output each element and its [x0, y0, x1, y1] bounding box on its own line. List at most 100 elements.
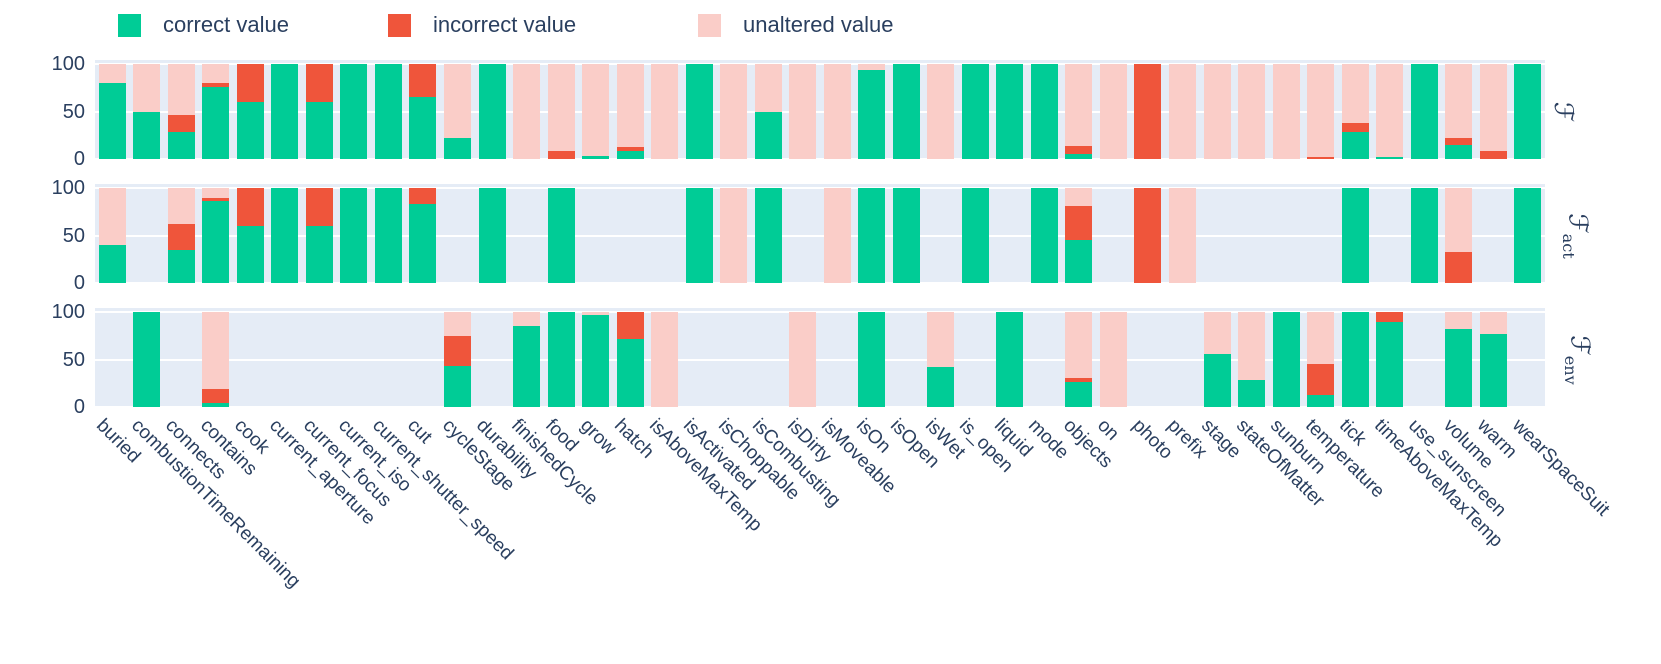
- bar-isDirty: [789, 312, 817, 407]
- bar-buried: [98, 64, 126, 159]
- bar-segment-unaltered: [651, 312, 679, 407]
- bar-segment-correct: [202, 403, 230, 407]
- bar-tick: [1341, 64, 1369, 159]
- bar-segment-correct: [167, 132, 195, 159]
- y-tick-label: 0: [73, 148, 85, 170]
- bar-sunburn: [1272, 312, 1300, 407]
- bar-current_shutter_speed: [374, 64, 402, 159]
- bar-segment-unaltered: [133, 64, 161, 112]
- bar-contains: [202, 188, 230, 283]
- gridline-0: [95, 406, 1545, 408]
- bar-segment-correct: [616, 151, 644, 159]
- bar-segment-correct: [133, 312, 161, 407]
- bar-segment-unaltered: [1238, 312, 1266, 381]
- bar-isWet: [927, 312, 955, 407]
- legend-swatch-incorrect: [388, 13, 411, 37]
- gridline-0: [95, 158, 1545, 160]
- bar-isWet: [927, 64, 955, 159]
- bar-segment-incorrect: [1307, 364, 1335, 395]
- bar-segment-incorrect: [616, 312, 644, 339]
- bar-segment-incorrect: [202, 197, 230, 202]
- bar-segment-correct: [1410, 188, 1438, 283]
- bar-contains: [202, 64, 230, 159]
- panel-F_env: [95, 308, 1545, 408]
- bar-mode: [1030, 64, 1058, 159]
- bar-segment-correct: [98, 83, 126, 159]
- bar-isChoppable: [720, 188, 748, 283]
- bar-segment-unaltered: [582, 64, 610, 157]
- bar-segment-unaltered: [1307, 312, 1335, 365]
- bar-segment-unaltered: [1065, 312, 1093, 378]
- bar-segment-incorrect: [409, 64, 437, 98]
- bar-food: [547, 188, 575, 283]
- legend-label-incorrect: incorrect value: [433, 12, 577, 37]
- bar-tick: [1341, 188, 1369, 283]
- bar-is_open: [961, 64, 989, 159]
- bar-hatch: [616, 64, 644, 159]
- bar-isOn: [858, 188, 886, 283]
- bar-segment-incorrect: [1376, 312, 1404, 323]
- bar-segment-incorrect: [1065, 206, 1093, 241]
- bar-segment-unaltered: [1307, 64, 1335, 158]
- bar-segment-unaltered: [1445, 64, 1473, 139]
- bar-segment-correct: [547, 312, 575, 407]
- bar-segment-correct: [961, 64, 989, 159]
- bar-combustionTimeRemaining: [133, 64, 161, 159]
- bar-use_sunscreen: [1410, 64, 1438, 159]
- bar-segment-unaltered: [513, 64, 541, 159]
- bar-wearSpaceSuit: [1514, 64, 1542, 159]
- bar-on: [1099, 64, 1127, 159]
- legend-item-unaltered[interactable]: unaltered value: [698, 12, 893, 38]
- bar-current_iso: [340, 188, 368, 283]
- bar-warm: [1479, 312, 1507, 407]
- bar-segment-correct: [1238, 380, 1266, 407]
- bar-segment-correct: [1065, 240, 1093, 283]
- bar-segment-unaltered: [1479, 312, 1507, 334]
- bar-current_shutter_speed: [374, 188, 402, 283]
- legend-item-incorrect[interactable]: incorrect value: [388, 12, 576, 38]
- bar-segment-unaltered: [1238, 64, 1266, 159]
- bar-segment-unaltered: [1203, 64, 1231, 159]
- bar-segment-unaltered: [1479, 64, 1507, 152]
- bar-current_focus: [305, 64, 333, 159]
- bar-wearSpaceSuit: [1514, 188, 1542, 283]
- bar-durability: [478, 64, 506, 159]
- bar-segment-correct: [340, 64, 368, 159]
- bar-segment-incorrect: [1445, 138, 1473, 145]
- x-axis-label: hatch: [610, 415, 658, 463]
- bar-segment-correct: [1203, 353, 1231, 407]
- bar-segment-unaltered: [1445, 312, 1473, 330]
- bar-segment-unaltered: [1445, 188, 1473, 252]
- gridline-0: [95, 282, 1545, 284]
- gridline-100: [95, 187, 1545, 189]
- bar-segment-incorrect: [616, 146, 644, 152]
- bar-segment-correct: [1341, 312, 1369, 407]
- bar-segment-correct: [167, 249, 195, 283]
- bar-segment-unaltered: [547, 64, 575, 152]
- bar-isAboveMaxTemp: [651, 312, 679, 407]
- x-axis-label: grow: [575, 415, 620, 459]
- bar-cut: [409, 188, 437, 283]
- bar-segment-correct: [858, 188, 886, 283]
- bar-segment-unaltered: [1203, 312, 1231, 354]
- bar-segment-correct: [340, 188, 368, 283]
- bar-cycleStage: [444, 312, 471, 407]
- bar-segment-unaltered: [167, 188, 195, 225]
- bar-segment-correct: [374, 188, 402, 283]
- bar-segment-incorrect: [1134, 64, 1162, 159]
- bar-food: [547, 312, 575, 407]
- bar-liquid: [996, 64, 1024, 159]
- bar-segment-correct: [202, 201, 230, 283]
- bar-segment-correct: [236, 226, 264, 283]
- legend-label-unaltered: unaltered value: [743, 12, 894, 37]
- bar-segment-unaltered: [651, 64, 679, 159]
- bar-segment-unaltered: [927, 312, 955, 368]
- bar-stateOfMatter: [1238, 312, 1266, 407]
- row-label-F_env: ℱenv: [1561, 334, 1595, 385]
- bar-grow: [582, 64, 610, 159]
- bar-segment-unaltered: [98, 64, 126, 83]
- legend-item-correct[interactable]: correct value: [118, 12, 289, 38]
- bar-segment-correct: [1307, 394, 1335, 407]
- row-label-F: ℱ: [1548, 101, 1579, 122]
- panel-F: [95, 60, 1545, 160]
